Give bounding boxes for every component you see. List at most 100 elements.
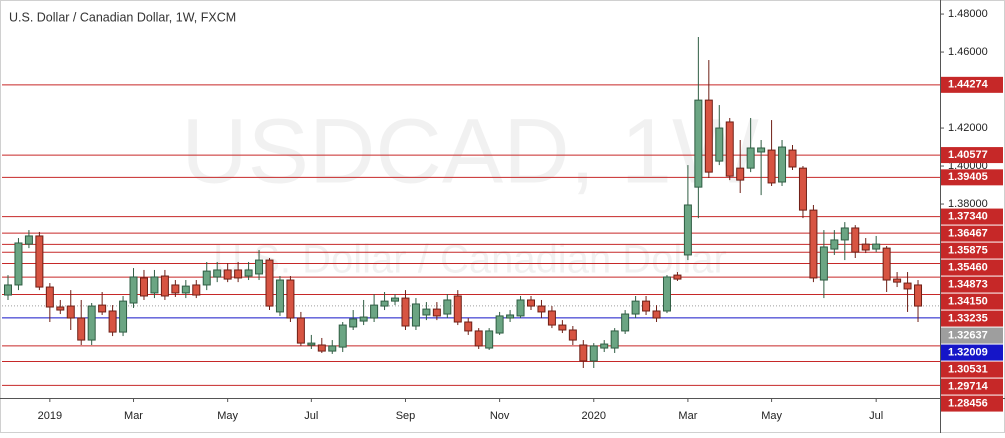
candle-body (872, 243, 881, 250)
price-label: 1.35460 (948, 261, 988, 273)
candle-body (840, 227, 849, 241)
candle-body (286, 279, 295, 319)
candle-body (547, 310, 556, 326)
candle-body (98, 304, 107, 313)
price-label-box (941, 169, 1003, 186)
candle-body (464, 321, 473, 332)
candle-body (108, 310, 117, 333)
price-label: 1.28456 (948, 397, 988, 409)
candle-body (359, 316, 368, 322)
candle-body (296, 317, 305, 344)
candle-body (4, 284, 12, 296)
price-label: 1.37340 (948, 210, 988, 222)
x-tick-label: Nov (490, 410, 510, 422)
candle-body (380, 300, 389, 307)
candle-body (401, 297, 410, 327)
candle-body (234, 269, 243, 279)
candle-body (652, 310, 661, 319)
candle-body (453, 295, 462, 323)
x-tick-label: Mar (678, 410, 697, 422)
candle-body (914, 284, 923, 307)
candle-body (516, 299, 525, 317)
candle-body (485, 330, 494, 349)
candle-body (422, 308, 431, 316)
candle-body (662, 276, 671, 312)
candle-body (725, 121, 734, 177)
price-label-box (941, 344, 1003, 361)
price-label: 1.32637 (948, 329, 988, 341)
candle-body (66, 305, 75, 319)
candle-body (307, 342, 316, 346)
candle-body (600, 343, 609, 349)
candle-body (171, 284, 180, 294)
price-label-box (941, 310, 1003, 327)
candle-body (202, 270, 211, 286)
candle-body (45, 286, 54, 308)
candle-body (474, 330, 483, 347)
candle-body (527, 299, 535, 307)
price-label-box (941, 361, 1003, 378)
candle-body (495, 315, 504, 334)
price-label-box (941, 76, 1003, 93)
candle-body (558, 324, 567, 331)
price-label: 1.35875 (948, 244, 988, 256)
x-tick-label: Jul (869, 410, 883, 422)
candle-body (244, 269, 253, 277)
candle-body (746, 147, 755, 169)
candle-body (349, 318, 358, 328)
candle-body (882, 247, 891, 281)
candle-body (443, 299, 452, 315)
price-label-box (941, 259, 1003, 276)
candle-body (589, 345, 598, 362)
candle-body (715, 127, 724, 162)
candle-body (819, 246, 828, 281)
candle-body (809, 209, 818, 279)
x-tick-label: May (217, 410, 238, 422)
price-label-box (941, 395, 1003, 412)
candle-body (893, 278, 902, 283)
candle-body (370, 304, 379, 319)
candle-body (506, 314, 515, 319)
candle-body (830, 239, 839, 250)
candle-body (328, 345, 337, 352)
y-tick-label: 1.42000 (948, 122, 988, 134)
price-label: 1.32009 (948, 346, 988, 358)
price-label: 1.44274 (948, 79, 989, 91)
watermark: USDCAD, 1W (181, 100, 759, 202)
candle-body (788, 149, 797, 168)
y-tick-label: 1.48000 (948, 8, 988, 20)
candle-body (798, 167, 807, 211)
y-tick-label: 1.46000 (948, 46, 988, 58)
price-label-box (941, 208, 1003, 225)
y-tick-label: 1.38000 (948, 198, 988, 210)
candle-body (181, 285, 190, 294)
price-label: 1.34150 (948, 295, 988, 307)
candle-body (192, 284, 201, 296)
candle-body (621, 313, 630, 332)
candle-body (694, 99, 703, 188)
candle-body (317, 344, 326, 352)
price-label: 1.30531 (948, 363, 988, 375)
candle-body (35, 235, 44, 288)
candle-body (736, 167, 745, 181)
candle-body (903, 282, 912, 290)
candle-body (704, 99, 713, 173)
chart-title: U.S. Dollar / Canadian Dollar, 1W, FXCM (9, 10, 236, 24)
candle-body (223, 269, 232, 280)
x-tick-label: Jul (304, 410, 318, 422)
candle-body (610, 330, 619, 349)
x-tick-label: May (761, 410, 782, 422)
candle-body (757, 147, 766, 153)
candle-body (767, 149, 776, 184)
candle-body (213, 269, 222, 278)
candle-body (265, 259, 274, 307)
candle-body (119, 300, 128, 333)
candle-body (338, 324, 347, 348)
candle-body (14, 242, 23, 286)
price-label: 1.34873 (948, 278, 988, 290)
candle-body (56, 306, 65, 311)
candle-body (568, 329, 577, 341)
candle-body (631, 300, 640, 315)
